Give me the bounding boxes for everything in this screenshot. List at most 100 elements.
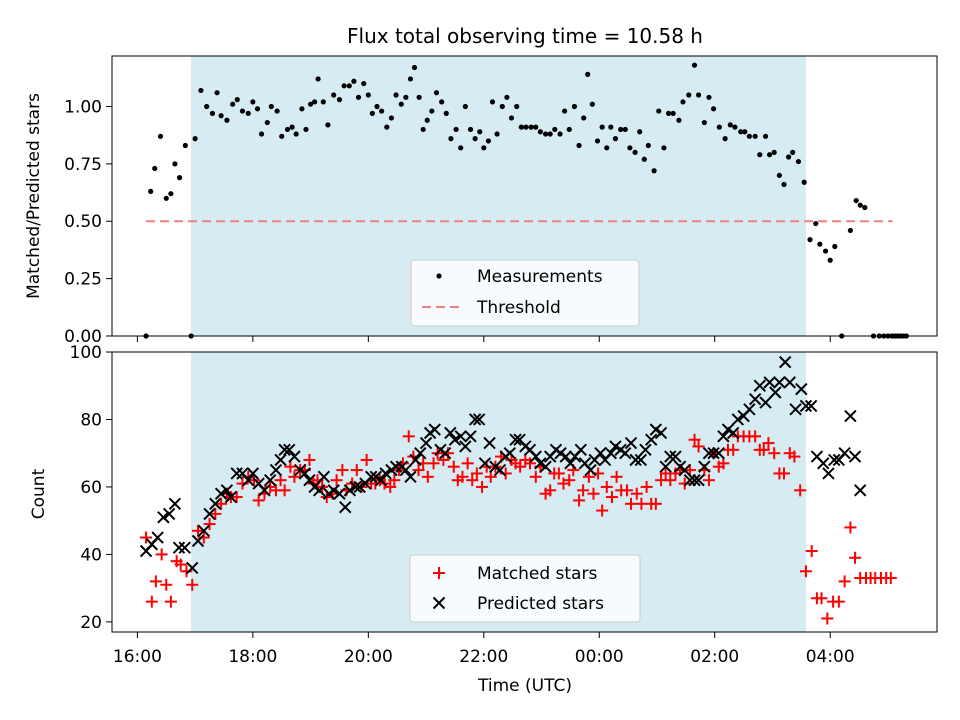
measurement-point [393,92,399,98]
predicted-star-point [804,399,818,413]
measurement-point [346,83,352,89]
measurement-point [537,129,543,135]
predicted-star-point [828,453,841,467]
measurement-point [157,133,164,139]
matched-star-point [805,545,818,558]
matched-star-point [844,521,857,534]
predicted-star-point [669,450,682,463]
measurement-point [485,138,492,144]
measurement-point [604,145,610,151]
measurement-point [172,161,178,167]
measurement-point [746,133,752,139]
matched-star-point [209,507,222,520]
predicted-star-point [759,396,772,409]
measurement-point [289,124,295,130]
predicted-star-point [748,393,762,406]
measurement-point [481,145,487,151]
measurement-point [742,129,748,135]
measurement-point [384,124,390,130]
predicted-star-point [414,446,427,460]
matched-star-point [330,474,343,487]
ratio-legend-box [410,259,640,327]
measurement-point [817,241,823,247]
predicted-star-point [274,453,287,467]
measurement-point [813,220,819,227]
matched-star-point [514,460,527,473]
measurement-point [832,243,838,250]
measurement-point [651,168,657,174]
measurement-point [355,94,362,100]
predicted-star-point [564,457,577,470]
predicted-star-point [789,403,802,416]
predicted-star-point [838,446,851,460]
chart-title: Flux total observing time = 10.58 h [347,24,703,48]
measurement-point [656,108,662,114]
matched-star-point [447,460,460,473]
count-x-axis: 16:00 18:00 20:00 22:00 00:00 02:00 04:00 [113,632,855,667]
measurement-point [274,108,280,114]
predicted-star-point [230,467,243,480]
predicted-star-point [778,355,792,369]
matched-star-point [625,497,638,510]
matched-star-point [252,494,265,507]
measurement-point [645,142,651,149]
matched-star-point [197,531,210,544]
predicted-star-point [365,470,378,484]
measurement-point [325,122,331,128]
predicted-star-point [224,490,238,504]
matched-star-point [757,443,770,456]
measurement-point [472,136,478,142]
measurement-point [369,110,375,116]
matched-star-point [236,477,249,490]
x-tick-label: 18:00 [228,647,277,667]
measurement-point [632,149,638,155]
predicted-star-point [731,413,745,426]
measurement-point [665,110,672,116]
measurement-point [738,129,744,135]
x-tick-label: 02:00 [690,647,739,667]
predicted-star-point [639,443,652,457]
measurement-point [533,124,539,130]
measurement-point [218,113,224,119]
measurement-point [239,108,246,114]
ratio-plot-frame [111,55,938,337]
matched-star-point [140,531,153,544]
measurement-point [627,145,633,151]
measurement-point [680,99,686,105]
count-y-tick-label: 40 [80,545,102,565]
predicted-star-point [619,446,632,460]
matched-star-point [587,487,600,500]
predicted-star-point [313,484,326,497]
ratio-legend: Measurements Threshold [410,259,640,327]
measurement-point [557,131,563,137]
matched-star-point [215,497,228,510]
measurement-point [853,197,859,204]
predicted-star-point [707,446,720,460]
ratio-y-axis-label: Matched/Predicted stars [24,93,44,299]
measurement-point [562,108,568,114]
ratio-y-tick-label: 0.50 [64,212,102,232]
count-y-tick-label: 100 [70,343,102,363]
measurement-point [250,99,256,105]
predicted-star-point [448,433,462,446]
matched-star-point [794,484,807,497]
measurement-point [198,87,204,94]
predicted-star-point [799,399,813,413]
measurement-point [781,181,787,188]
predicted-star-point [191,534,205,548]
matched-star-point [529,470,542,483]
measurement-point [209,110,216,116]
matched-star-point [461,457,474,470]
predicted-star-point [844,409,857,423]
measurement-point [576,142,582,149]
matched-star-point [600,480,613,493]
predicted-star-point [468,413,482,426]
predicted-star-point [438,446,452,460]
matched-star-point [838,575,851,588]
predicted-star-point [203,507,216,521]
measurement-point [411,64,418,71]
measurement-point [608,124,614,130]
measurement-point [351,78,357,84]
predicted-star-point [157,511,170,524]
measurement-point [581,115,587,121]
